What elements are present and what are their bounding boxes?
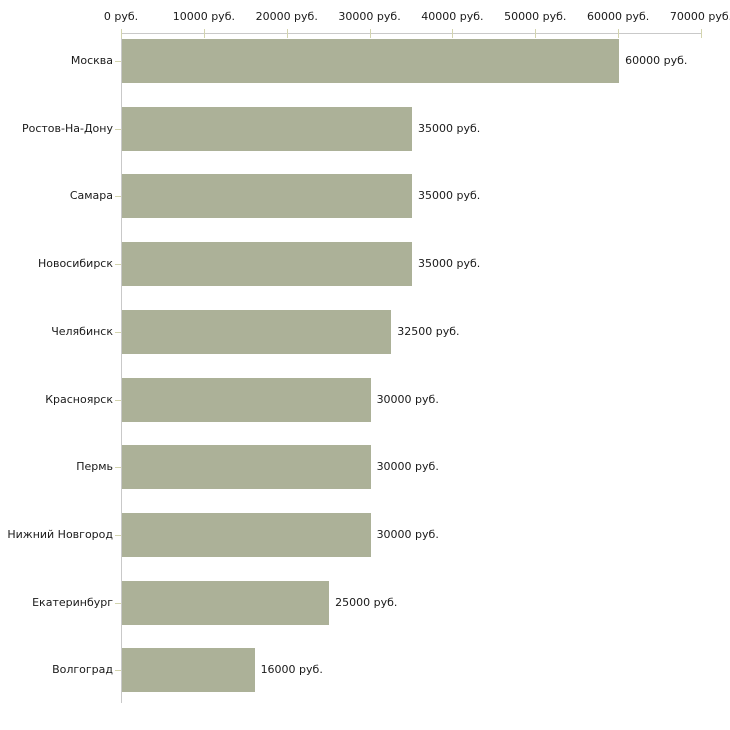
y-tick-mark (115, 603, 121, 604)
category-label: Екатеринбург (32, 595, 113, 609)
x-tick-label: 60000 руб. (587, 10, 650, 23)
value-label: 25000 руб. (335, 595, 398, 609)
bar (122, 445, 371, 490)
category-label: Волгоград (52, 663, 113, 677)
bar (122, 580, 330, 625)
value-label: 30000 руб. (376, 460, 439, 474)
bar (122, 39, 620, 83)
bar (122, 377, 371, 422)
x-axis-line (121, 33, 701, 34)
x-tick-mark (203, 29, 205, 38)
bar (122, 512, 371, 557)
x-tick-mark (535, 29, 537, 38)
y-tick-mark (115, 670, 121, 671)
x-tick-label: 0 руб. (103, 10, 139, 23)
value-label: 60000 руб. (625, 54, 688, 67)
value-label: 35000 руб. (418, 121, 481, 135)
x-tick-mark (701, 29, 702, 38)
category-label: Самара (69, 189, 113, 203)
x-tick-mark (618, 29, 620, 38)
bar (122, 309, 392, 354)
bar (122, 648, 255, 693)
x-tick-label: 20000 руб. (255, 10, 318, 23)
x-tick-label: 30000 руб. (338, 10, 401, 23)
bar (122, 106, 412, 151)
value-label: 35000 руб. (418, 257, 481, 271)
category-label: Новосибирск (37, 257, 113, 271)
x-tick-label: 10000 руб. (172, 10, 235, 23)
y-tick-mark (115, 535, 121, 536)
x-tick-label: 50000 руб. (504, 10, 567, 23)
x-tick-mark (452, 29, 454, 38)
value-label: 30000 руб. (376, 392, 439, 406)
category-label: Красноярск (45, 392, 113, 406)
bar (122, 174, 412, 219)
y-tick-mark (115, 467, 121, 468)
category-label: Москва (70, 54, 113, 67)
value-label: 16000 руб. (260, 663, 323, 677)
y-tick-mark (115, 196, 121, 197)
y-tick-mark (115, 129, 121, 130)
y-tick-mark (115, 332, 121, 333)
category-label: Челябинск (51, 324, 113, 338)
x-tick-mark (121, 29, 122, 38)
x-tick-mark (369, 29, 371, 38)
x-tick-mark (286, 29, 288, 38)
value-label: 35000 руб. (418, 189, 481, 203)
bar (122, 242, 412, 287)
y-tick-mark (115, 400, 121, 401)
y-axis-line (121, 33, 122, 703)
value-label: 32500 руб. (397, 324, 460, 338)
y-tick-mark (115, 264, 121, 265)
y-tick-mark (115, 61, 121, 62)
x-tick-label: 70000 руб. (669, 10, 730, 23)
value-label: 30000 руб. (376, 527, 439, 541)
category-label: Нижний Новгород (7, 527, 113, 541)
category-label: Пермь (76, 460, 113, 474)
category-label: Ростов-На-Дону (21, 121, 113, 135)
x-tick-label: 40000 руб. (421, 10, 484, 23)
